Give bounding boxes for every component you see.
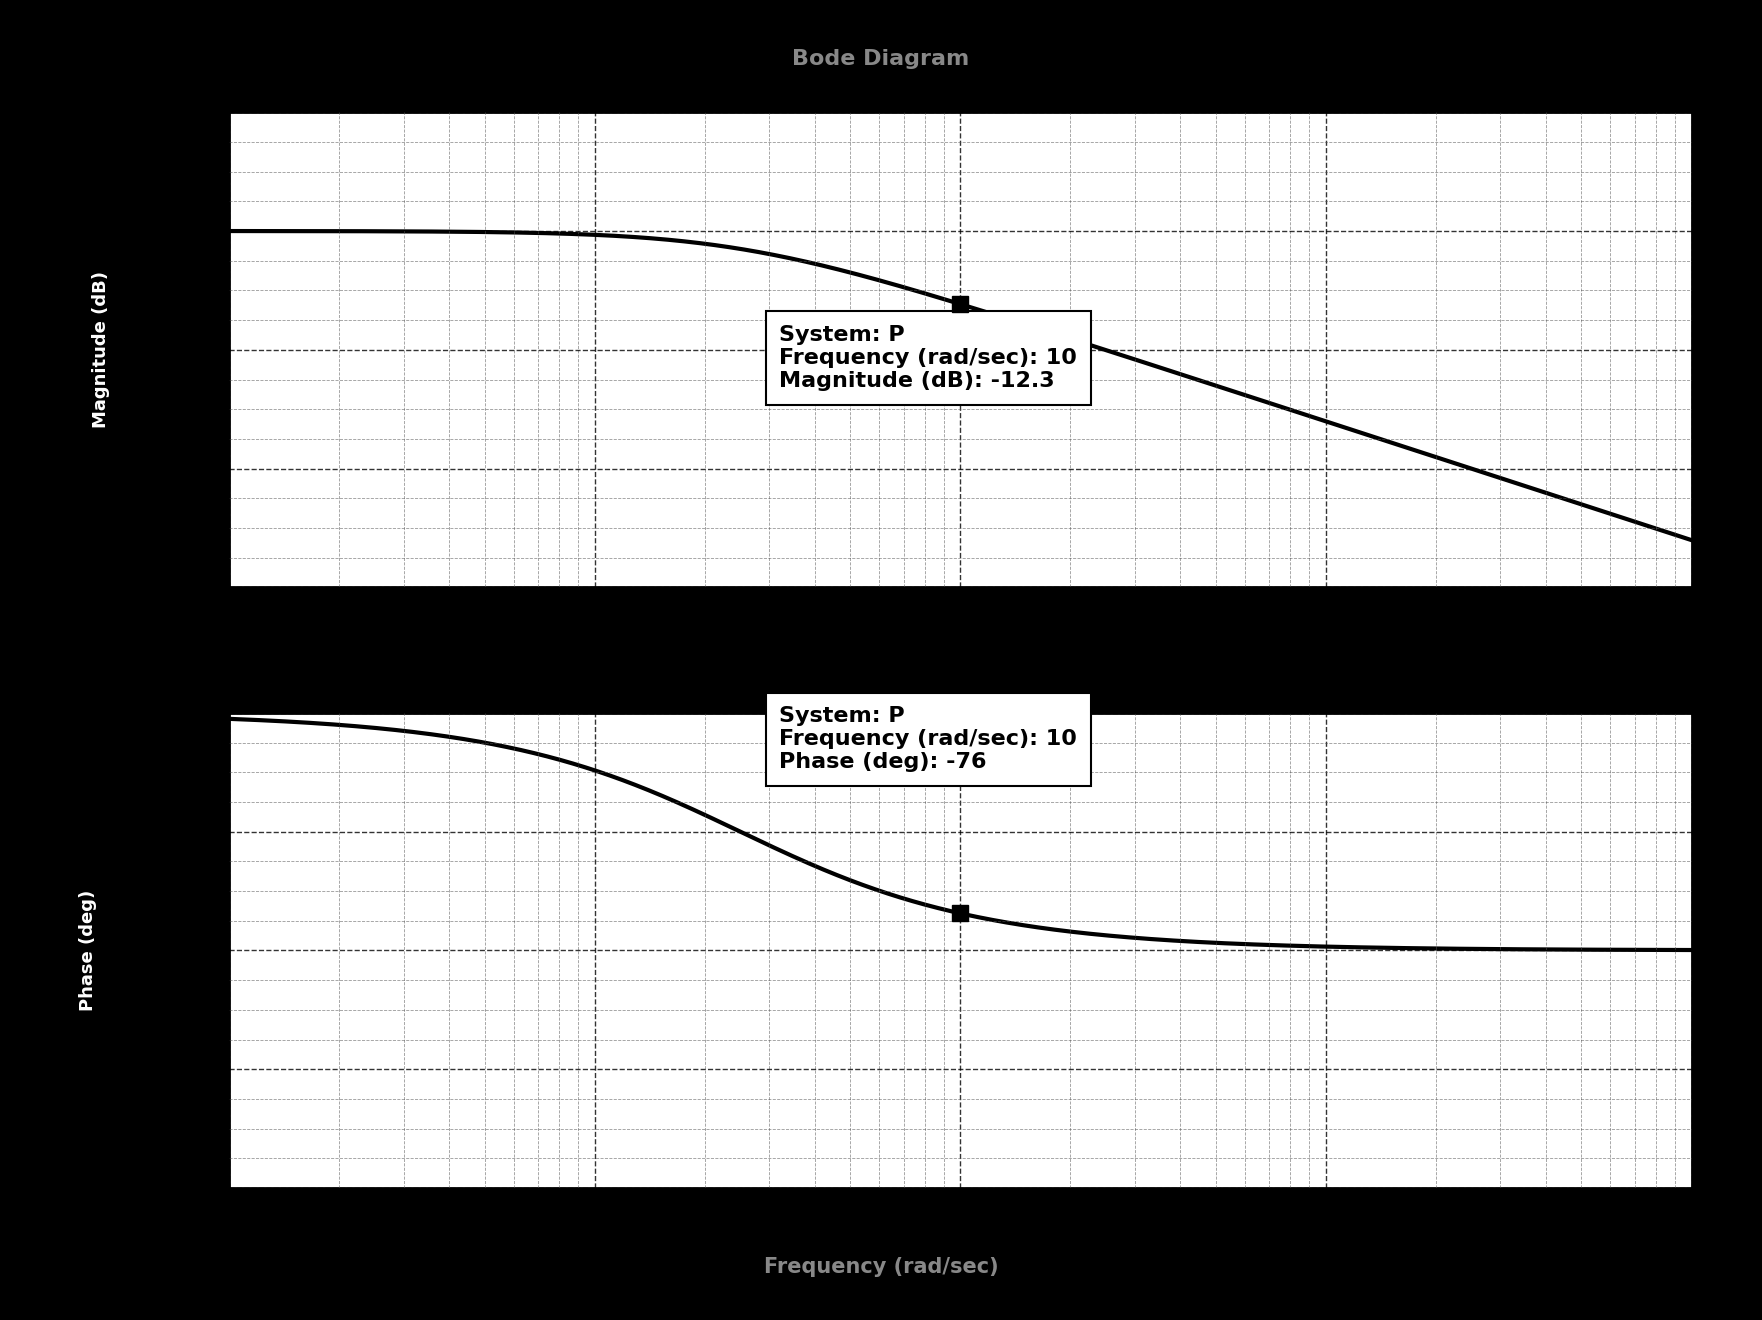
Text: System: P
Frequency (rad/sec): 10
Phase (deg): -76: System: P Frequency (rad/sec): 10 Phase … <box>779 706 1077 772</box>
Y-axis label: Phase (deg): Phase (deg) <box>79 890 97 1011</box>
Y-axis label: Magnitude (dB): Magnitude (dB) <box>92 272 109 428</box>
Text: Bode Diagram: Bode Diagram <box>793 49 969 70</box>
Text: System: P
Frequency (rad/sec): 10
Magnitude (dB): -12.3: System: P Frequency (rad/sec): 10 Magnit… <box>779 325 1077 391</box>
Text: Frequency (rad/sec): Frequency (rad/sec) <box>763 1257 999 1278</box>
